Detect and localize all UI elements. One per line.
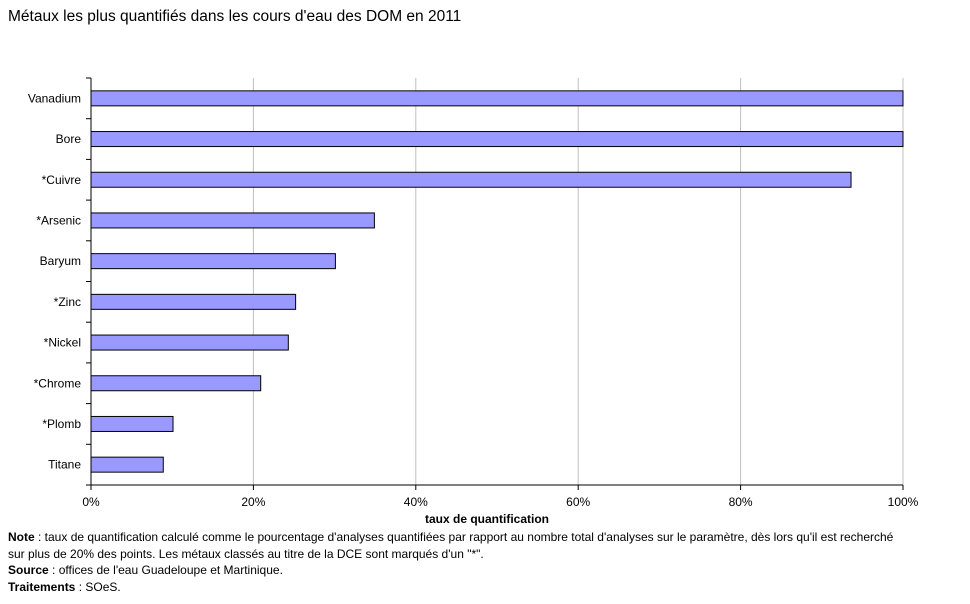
x-tick-label: 0% xyxy=(82,495,100,509)
labels: 0% 20% 40% 60% 80% 100% Vanadium Bore *Cuivre *Ar… xyxy=(28,91,919,526)
chart-notes: Note : taux de quantification calculé co… xyxy=(8,529,908,595)
category-label: Baryum xyxy=(40,254,81,268)
bar xyxy=(90,415,174,432)
bars xyxy=(90,90,904,473)
bar xyxy=(90,293,297,310)
x-tick-label: 60% xyxy=(566,495,590,509)
bar xyxy=(90,131,904,148)
axes xyxy=(86,77,904,490)
category-label: Bore xyxy=(56,132,82,146)
bar xyxy=(90,456,164,473)
x-tick-label: 20% xyxy=(241,495,265,509)
traitements-text: : SOeS. xyxy=(75,579,121,594)
traitements-label: Traitements xyxy=(8,579,76,594)
bar xyxy=(90,171,852,188)
source-line: Source : offices de l'eau Guadeloupe et … xyxy=(8,562,908,579)
category-label: *Zinc xyxy=(54,295,81,309)
source-label: Source xyxy=(8,563,49,577)
bar xyxy=(90,212,375,229)
note-label: Note xyxy=(8,530,35,544)
gridlines xyxy=(252,78,904,485)
source-text: : offices de l'eau Guadeloupe et Martini… xyxy=(48,563,283,577)
bar xyxy=(90,90,904,107)
x-axis-title: taux de quantification xyxy=(425,512,549,526)
bar xyxy=(90,253,336,270)
category-label: *Nickel xyxy=(44,336,81,350)
traitements-line: Traitements : SOeS. xyxy=(8,579,908,596)
category-label: Vanadium xyxy=(28,91,81,105)
category-label: *Arsenic xyxy=(36,213,81,227)
category-label: *Cuivre xyxy=(42,173,82,187)
bar-chart: 0% 20% 40% 60% 80% 100% Vanadium Bore *Cuivre *Ar… xyxy=(28,77,919,526)
note-line: Note : taux de quantification calculé co… xyxy=(8,529,908,562)
x-tick-label: 100% xyxy=(888,495,919,509)
bar xyxy=(90,334,289,351)
note-text: : taux de quantification calculé comme l… xyxy=(8,530,894,561)
chart-title: Métaux les plus quantifiés dans les cour… xyxy=(8,8,462,25)
category-label: *Plomb xyxy=(42,417,81,431)
x-tick-label: 80% xyxy=(729,495,753,509)
category-label: Titane xyxy=(48,458,81,472)
bar xyxy=(90,375,262,392)
x-tick-label: 40% xyxy=(404,495,428,509)
category-label: *Chrome xyxy=(34,376,82,390)
